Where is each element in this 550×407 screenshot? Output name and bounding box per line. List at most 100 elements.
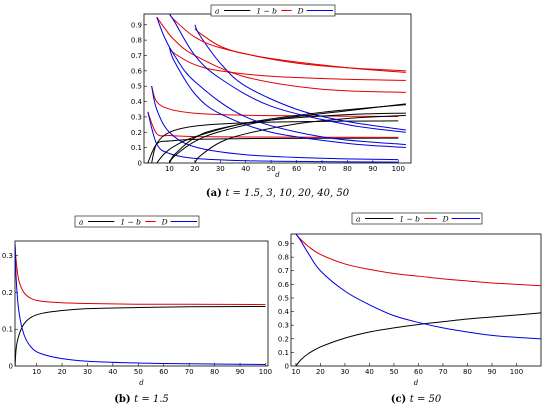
legend-label: a	[215, 6, 219, 15]
caption-label: (a)	[206, 188, 225, 199]
x-tick-label: 20	[58, 368, 67, 376]
x-tick-label: 50	[134, 368, 143, 376]
y-tick-label: 0.7	[131, 52, 142, 60]
x-tick-label: 30	[216, 165, 225, 173]
x-tick-label: 10	[32, 368, 41, 376]
x-tick-label: 80	[210, 368, 219, 376]
legend-label: 1 − b	[120, 217, 141, 226]
caption-label: (b)	[114, 394, 134, 405]
series-line-one-minus-b-t10	[169, 47, 406, 81]
y-tick-label: 0.4	[131, 98, 143, 106]
x-tick-label: 10	[165, 165, 174, 173]
y-tick-label: 0.7	[278, 267, 289, 275]
panel-caption: (b) t = 1.5	[114, 394, 169, 405]
chart-panel-c: 10 20 30 40 50 60 70 80 90 100 0.1 0.2 0.3 0.4 0.5 0.6 0…	[278, 212, 542, 405]
x-axis-label: d	[414, 379, 419, 387]
series-line-D-t40	[156, 16, 406, 146]
x-tick-label: 60	[414, 368, 423, 376]
series-group	[295, 234, 541, 366]
x-tick-label: 90	[368, 165, 377, 173]
legend-label: D	[161, 217, 168, 226]
legend-label: 1 − b	[256, 6, 277, 15]
legend-label: D	[442, 214, 449, 223]
panel-caption: (a) t = 1.5, 3, 10, 20, 40, 50	[206, 188, 350, 199]
series-line-D-t50	[169, 14, 406, 133]
y-tick-label: 0.2	[131, 129, 142, 137]
y-tick-label: 0.2	[2, 289, 13, 297]
y-tick-label: 0.5	[131, 83, 142, 91]
legend-label: a	[79, 217, 83, 226]
x-tick-label: 80	[463, 368, 472, 376]
y-tick-label: 0.3	[131, 113, 142, 121]
plot-frame	[290, 233, 542, 367]
x-tick-label: 30	[83, 368, 92, 376]
y-tick-label: 0.9	[131, 21, 142, 29]
series-line-a-t50	[169, 103, 406, 163]
x-tick-label: 80	[343, 165, 352, 173]
series-line-one-minus-b	[15, 243, 266, 306]
panel-caption: (c) t = 50	[391, 394, 442, 405]
y-tick-label: 0	[285, 363, 289, 371]
series-line-d	[15, 243, 266, 366]
x-tick-label: 90	[488, 368, 497, 376]
x-tick-label: 70	[185, 368, 194, 376]
y-tick-label: 0.2	[278, 335, 289, 343]
caption-text: t = 1.5	[134, 394, 169, 405]
legend-label: a	[356, 214, 360, 223]
series-group	[15, 243, 266, 366]
legend-box	[210, 4, 336, 17]
x-tick-label: 100	[259, 368, 272, 376]
x-tick-label: 60	[159, 368, 168, 376]
caption-text: t = 1.5, 3, 10, 20, 40, 50	[225, 188, 349, 199]
y-tick-label: 0.4	[278, 308, 290, 316]
series-line-a-t40	[156, 104, 406, 163]
series-line-D-t20	[194, 24, 406, 131]
y-tick-label: 0.9	[278, 240, 289, 248]
legend-box	[351, 212, 483, 225]
x-tick-label: 40	[365, 368, 374, 376]
x-tick-label: 50	[267, 165, 276, 173]
caption-text: t = 50	[410, 394, 442, 405]
x-tick-label: 20	[190, 165, 199, 173]
series-line-one-minus-b-t40	[156, 16, 406, 93]
x-tick-label: 40	[241, 165, 250, 173]
series-group	[147, 14, 406, 163]
legend-label: D	[297, 6, 304, 15]
x-tick-label: 100	[510, 368, 523, 376]
x-tick-label: 70	[438, 368, 447, 376]
y-tick-label: 0.5	[278, 294, 289, 302]
y-tick-label: 0.3	[2, 252, 13, 260]
series-line-a-t20	[194, 114, 406, 163]
caption-label: (c)	[391, 394, 410, 405]
series-line-one-minus-b-t50	[169, 14, 406, 73]
y-tick-label: 0.3	[278, 322, 289, 330]
y-tick-label: 0.6	[278, 281, 290, 289]
chart-panel-a: 10 20 30 40 50 60 70 80 90 100 0.1 0.2 0.3 0.4 0.5 0.6 0…	[131, 4, 412, 199]
x-tick-label: 60	[292, 165, 301, 173]
y-tick-label: 0.6	[131, 67, 143, 75]
plot-frame	[14, 240, 269, 367]
x-axis-label: d	[139, 379, 144, 387]
x-tick-label: 50	[389, 368, 398, 376]
y-tick-label: 0	[138, 160, 142, 168]
y-tick-label: 0.1	[131, 144, 142, 152]
y-tick-label: 0.1	[278, 349, 289, 357]
series-line-d	[295, 234, 541, 340]
series-line-D-t3	[151, 86, 399, 161]
y-tick-label: 0.8	[278, 254, 289, 262]
x-axis-label: d	[275, 171, 280, 179]
x-tick-label: 100	[392, 165, 405, 173]
series-line-a-t3	[151, 120, 399, 163]
chart-panel-b: 10 20 30 40 50 60 70 80 90 100 0.1 0.2 0.3 0 d a 1 − b D (…	[2, 215, 272, 405]
y-tick-label: 0.8	[131, 37, 142, 45]
x-tick-label: 90	[236, 368, 245, 376]
series-line-D-t10	[168, 47, 406, 148]
x-tick-label: 70	[318, 165, 327, 173]
series-line-a-t10	[168, 112, 406, 163]
series-line-a	[295, 312, 541, 366]
x-tick-label: 10	[291, 368, 300, 376]
legend-label: 1 − b	[399, 214, 420, 223]
x-tick-label: 20	[316, 368, 325, 376]
y-tick-label: 0	[9, 363, 13, 371]
